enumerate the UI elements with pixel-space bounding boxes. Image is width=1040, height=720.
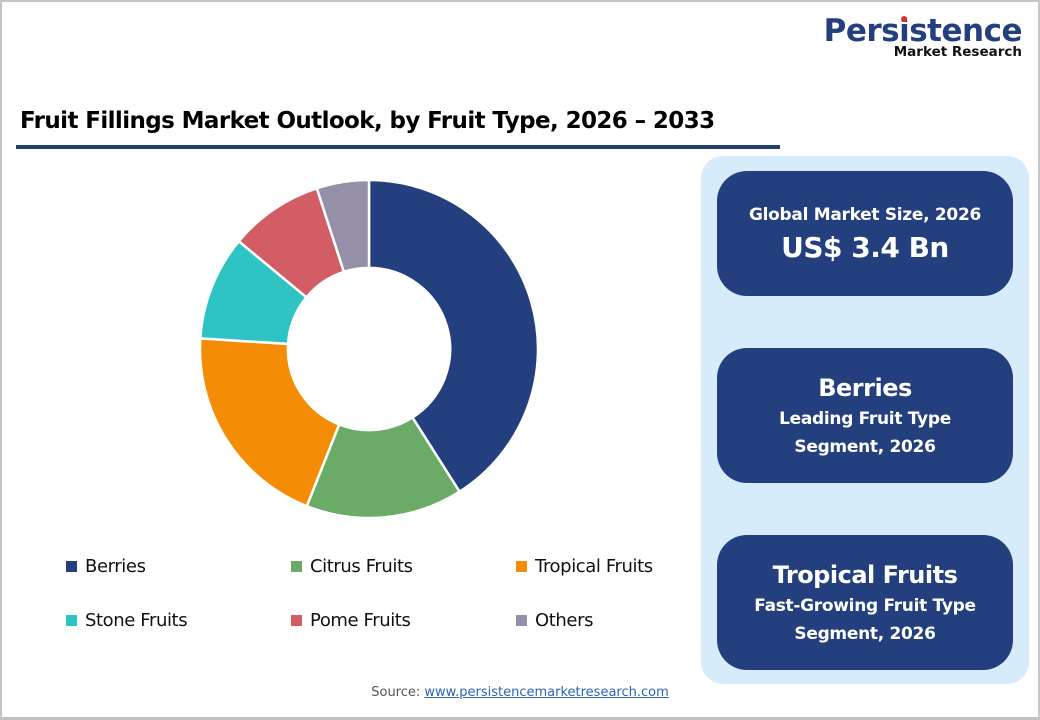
legend-label: Stone Fruits: [85, 610, 188, 631]
legend-swatch-icon: [516, 615, 527, 626]
legend-item-pome-fruits: Pome Fruits: [291, 610, 411, 631]
legend-label: Citrus Fruits: [310, 556, 413, 577]
kpi-market-size-label: Global Market Size, 2026: [748, 204, 982, 225]
kpi-market-size-value: US$ 3.4 Bn: [781, 230, 949, 264]
legend-item-stone-fruits: Stone Fruits: [66, 610, 188, 631]
logo-subtitle: Market Research: [893, 44, 1022, 60]
logo-wordmark: Persistence: [823, 13, 1023, 49]
legend-item-berries: Berries: [66, 556, 146, 577]
chart-title: Fruit Fillings Market Outlook, by Fruit …: [20, 108, 715, 134]
kpi-fastest-line1: Fast-Growing Fruit Type: [754, 595, 976, 616]
legend-item-others: Others: [516, 610, 593, 631]
legend-item-citrus-fruits: Citrus Fruits: [291, 556, 413, 577]
kpi-leading-segment: Berries Leading Fruit Type Segment, 2026: [717, 348, 1013, 483]
kpi-market-size: Global Market Size, 2026 US$ 3.4 Bn: [717, 171, 1013, 296]
legend-swatch-icon: [291, 615, 302, 626]
legend-label: Tropical Fruits: [535, 556, 653, 577]
donut-chart: [198, 178, 540, 520]
kpi-leading-line2: Segment, 2026: [794, 436, 936, 457]
kpi-fastest-line2: Segment, 2026: [794, 623, 936, 644]
legend-swatch-icon: [66, 615, 77, 626]
legend-swatch-icon: [291, 561, 302, 572]
legend-swatch-icon: [66, 561, 77, 572]
source-link[interactable]: www.persistencemarketresearch.com: [424, 685, 669, 700]
donut-slice-tropical-fruits: [198, 337, 341, 508]
kpi-leading-head: Berries: [818, 373, 912, 402]
donut-slice-berries: [367, 178, 540, 494]
donut-slice-others: [315, 178, 371, 274]
legend-swatch-icon: [516, 561, 527, 572]
legend-label: Berries: [85, 556, 146, 577]
legend-item-tropical-fruits: Tropical Fruits: [516, 556, 653, 577]
kpi-leading-line1: Leading Fruit Type: [779, 408, 951, 429]
title-divider: [16, 145, 780, 149]
legend-label: Others: [535, 610, 594, 631]
kpi-fastest-segment: Tropical Fruits Fast-Growing Fruit Type …: [717, 535, 1013, 670]
persistence-logo: Persistence Market Research: [823, 13, 1023, 60]
source-line: Source: www.persistencemarketresearch.co…: [0, 685, 1040, 700]
legend-label: Pome Fruits: [310, 610, 411, 631]
source-label: Source:: [371, 685, 425, 700]
kpi-fastest-head: Tropical Fruits: [772, 560, 958, 589]
logo-dot-letter: i: [899, 13, 910, 49]
